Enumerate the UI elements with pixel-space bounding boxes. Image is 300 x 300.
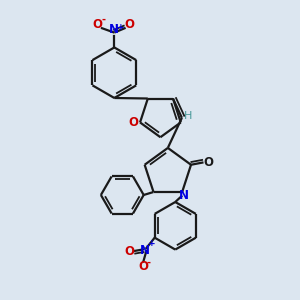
- Text: O: O: [203, 156, 213, 169]
- Text: +: +: [148, 239, 156, 248]
- Text: O: O: [92, 18, 102, 32]
- Text: H: H: [184, 111, 193, 121]
- Text: -: -: [101, 14, 105, 25]
- Text: N: N: [109, 22, 119, 36]
- Text: O: O: [124, 244, 134, 258]
- Text: O: O: [128, 116, 139, 129]
- Text: -: -: [147, 258, 151, 268]
- Text: N: N: [178, 189, 189, 202]
- Text: O: O: [138, 260, 148, 273]
- Text: +: +: [117, 23, 125, 32]
- Text: O: O: [124, 18, 134, 32]
- Text: N: N: [140, 244, 150, 257]
